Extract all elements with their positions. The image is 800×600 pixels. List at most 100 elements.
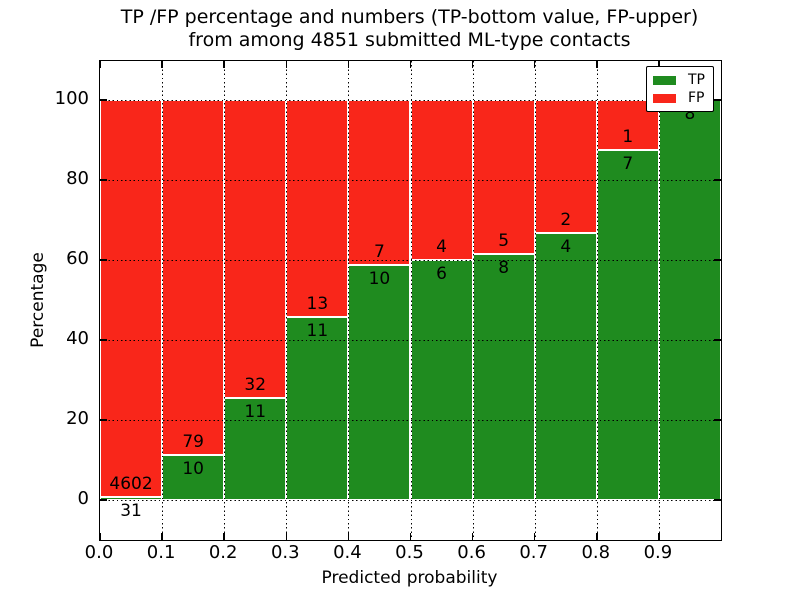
y-tick-left (100, 419, 107, 421)
bar-segment-tp (658, 100, 721, 500)
y-tick-right (714, 259, 721, 261)
fp-color-swatch (653, 93, 676, 103)
bar-label-fp: 79 (182, 432, 204, 453)
x-tick-label: 0.1 (146, 542, 176, 563)
legend-item-fp: FP (653, 91, 707, 105)
x-tick-bottom (223, 533, 225, 540)
x-tick-top (533, 61, 536, 68)
y-tick-label: 80 (66, 168, 89, 189)
y-tick-label: 0 (77, 488, 89, 509)
plot-area: 4602 31 79 10 32 11 13 11 7 10 4 6 5 8 2 4 1 7 8 (99, 60, 722, 541)
y-tick-left (100, 259, 107, 261)
x-tick-top (409, 61, 412, 68)
bar-label-tp: 11 (244, 401, 267, 422)
bar-label-fp: 4 (436, 237, 447, 257)
x-tick-label: 0.9 (643, 542, 673, 563)
bar-segment-tp (534, 233, 597, 500)
x-tick-bottom (99, 533, 101, 540)
bar-segment-fp (348, 100, 411, 265)
bar-label-tp: 6 (436, 264, 447, 284)
x-tick-bottom (347, 533, 350, 540)
y-tick-left (100, 339, 107, 341)
y-tick-left (100, 99, 107, 101)
v-gridline (286, 61, 288, 540)
x-tick-bottom (533, 533, 536, 540)
bars-layer (100, 61, 721, 540)
y-tick-label: 20 (66, 408, 89, 429)
bar-segment-tp (286, 316, 349, 500)
x-tick-top (658, 61, 660, 68)
y-tick-label: 100 (54, 88, 89, 109)
y-tick-left (100, 179, 107, 181)
bar-label-fp: 13 (306, 293, 329, 314)
legend-label-tp: TP (688, 72, 705, 88)
x-tick-label: 0.8 (581, 542, 611, 563)
bar-label-tp: 4 (560, 237, 572, 258)
x-tick-top (285, 61, 288, 68)
y-tick-left (100, 499, 107, 501)
bar-segment-tp (596, 150, 659, 500)
v-gridline (348, 61, 350, 540)
chart-title-line1: TP /FP percentage and numbers (TP-bottom… (120, 6, 699, 28)
x-tick-bottom (658, 533, 660, 540)
bar-segment-tp (348, 264, 411, 500)
bar-labels-layer: 4602 31 79 10 32 11 13 11 7 10 4 6 5 8 2 4 1 7 8 (100, 61, 721, 540)
bar-segment-fp (534, 100, 597, 234)
x-tick-label: 0.2 (208, 542, 238, 563)
x-tick-label: 0.6 (457, 542, 486, 563)
v-gridline (410, 61, 412, 540)
x-tick-label: 0.7 (519, 542, 548, 563)
x-tick-label: 0.5 (395, 542, 424, 563)
bar-segment-fp (286, 100, 349, 317)
bar-segment-fp (100, 100, 163, 498)
x-tick-top (223, 61, 225, 68)
bar-label-tp: 8 (684, 104, 696, 124)
y-tick-label: 60 (66, 248, 89, 269)
x-tick-label: 0.4 (333, 542, 362, 563)
x-tick-bottom (596, 533, 598, 540)
grid-layer (100, 61, 721, 540)
v-gridline (658, 61, 660, 540)
bar-label-tp: 10 (368, 268, 391, 289)
y-tick-right (714, 99, 721, 101)
v-gridline (162, 61, 164, 540)
bar-segment-fp (162, 100, 225, 456)
x-tick-label: 0.3 (270, 542, 300, 563)
bar-label-fp: 2 (560, 210, 572, 231)
v-gridline (534, 61, 536, 540)
tick-marks-layer (99, 61, 721, 540)
x-tick-bottom (161, 533, 163, 540)
y-axis-label: Percentage (28, 252, 48, 348)
bar-label-fp: 32 (244, 374, 267, 395)
x-tick-top (161, 61, 163, 68)
chart-title-line2: from among 4851 submitted ML-type contac… (188, 29, 631, 51)
bar-segment-tp (100, 497, 163, 500)
legend: TP FP (646, 66, 714, 112)
bar-label-tp: 31 (120, 501, 142, 522)
bar-label-tp: 10 (182, 459, 204, 480)
bar-label-tp: 7 (622, 154, 634, 174)
bar-label-fp: 5 (498, 230, 510, 251)
bar-label-fp: 7 (374, 241, 385, 262)
legend-label-fp: FP (688, 90, 705, 106)
x-tick-label: 0.0 (84, 542, 114, 563)
v-gridline (472, 61, 474, 540)
y-tick-right (714, 339, 721, 341)
x-tick-top (596, 61, 598, 68)
y-tick-right (714, 419, 721, 421)
x-axis-label: Predicted probability (321, 568, 498, 588)
y-tick-right (714, 179, 721, 181)
x-tick-top (347, 61, 350, 68)
y-tick-label: 40 (66, 328, 89, 349)
x-tick-top (471, 61, 474, 68)
bar-segment-fp (472, 100, 535, 254)
bar-label-tp: 8 (498, 257, 510, 278)
v-gridline (224, 61, 226, 540)
y-tick-right (714, 499, 721, 501)
bar-segment-tp (224, 397, 287, 500)
bar-label-tp: 11 (306, 320, 329, 341)
legend-item-tp: TP (653, 73, 707, 87)
bar-label-fp: 4602 (109, 474, 153, 495)
x-tick-bottom (285, 533, 288, 540)
